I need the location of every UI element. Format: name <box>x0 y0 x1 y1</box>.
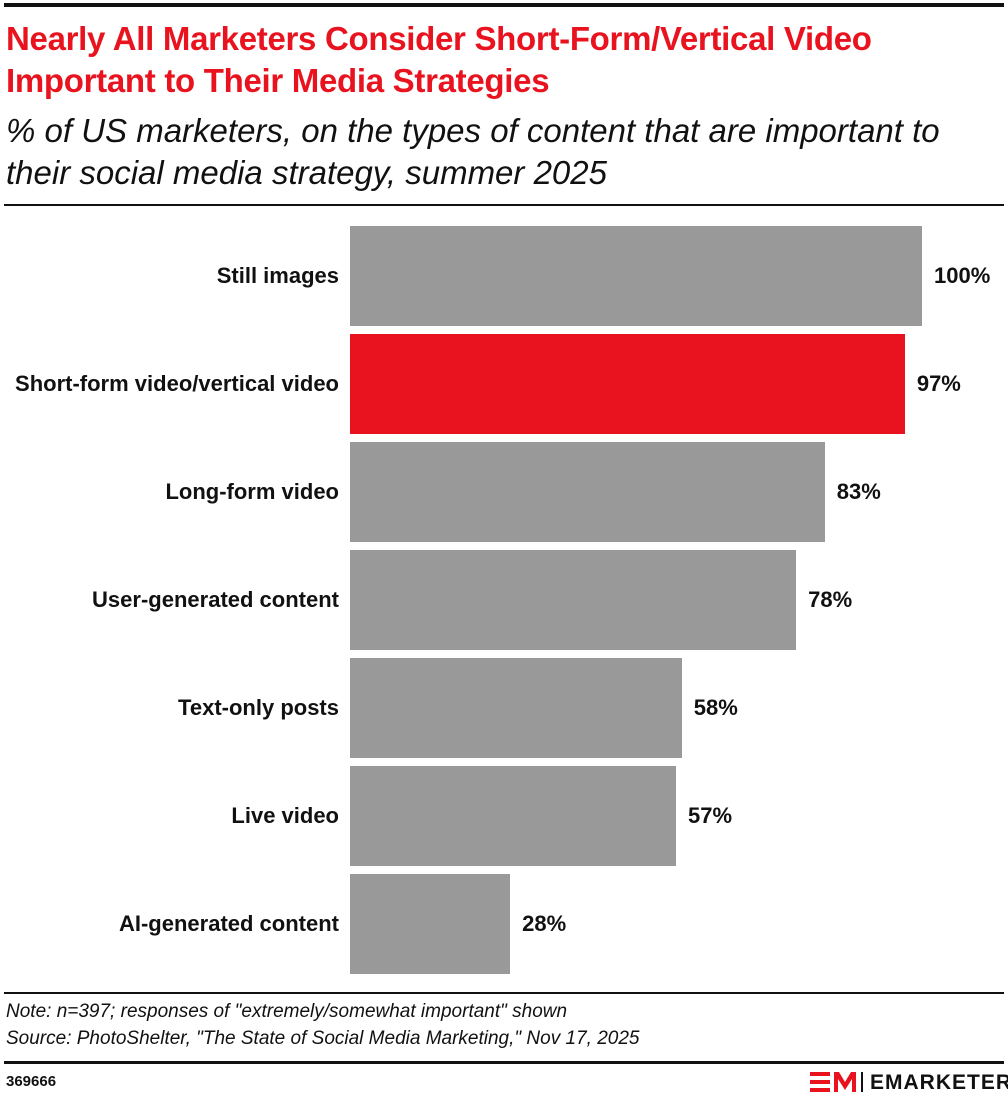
bar <box>350 550 797 650</box>
value-label: 97% <box>916 371 961 396</box>
footer-rule <box>4 992 1004 994</box>
source: Source: PhotoShelter, "The State of Soci… <box>6 1028 640 1049</box>
value-label: 78% <box>808 587 853 612</box>
bar <box>350 442 825 542</box>
value-label: 83% <box>836 479 881 504</box>
value-label: 100% <box>934 263 991 288</box>
value-label: 57% <box>688 803 733 828</box>
bar <box>350 874 511 974</box>
category-label: Short-form video/vertical video <box>15 371 339 396</box>
category-label: Text-only posts <box>178 695 339 720</box>
category-label: User-generated content <box>92 587 339 612</box>
brand-mark <box>810 1072 863 1092</box>
header-rule <box>4 204 1004 206</box>
note: Note: n=397; responses of "extremely/som… <box>6 1001 568 1022</box>
category-label: AI-generated content <box>118 911 339 936</box>
bar <box>350 766 677 866</box>
chart-title: Nearly All Marketers Consider Short-Form… <box>6 20 872 99</box>
chart-id: 369666 <box>6 1073 57 1090</box>
category-label: Still images <box>216 263 339 288</box>
bar <box>350 334 905 434</box>
value-label: 58% <box>693 695 738 720</box>
top-rule <box>4 3 1004 7</box>
bottom-rule <box>4 1061 1004 1064</box>
category-label: Live video <box>231 803 339 828</box>
bar <box>350 658 682 758</box>
value-label: 28% <box>522 911 567 936</box>
bar <box>350 226 922 326</box>
category-label: Long-form video <box>165 479 339 504</box>
brand-name: EMARKETER <box>870 1071 1008 1094</box>
chart-subtitle: % of US marketers, on the types of conte… <box>6 112 940 191</box>
